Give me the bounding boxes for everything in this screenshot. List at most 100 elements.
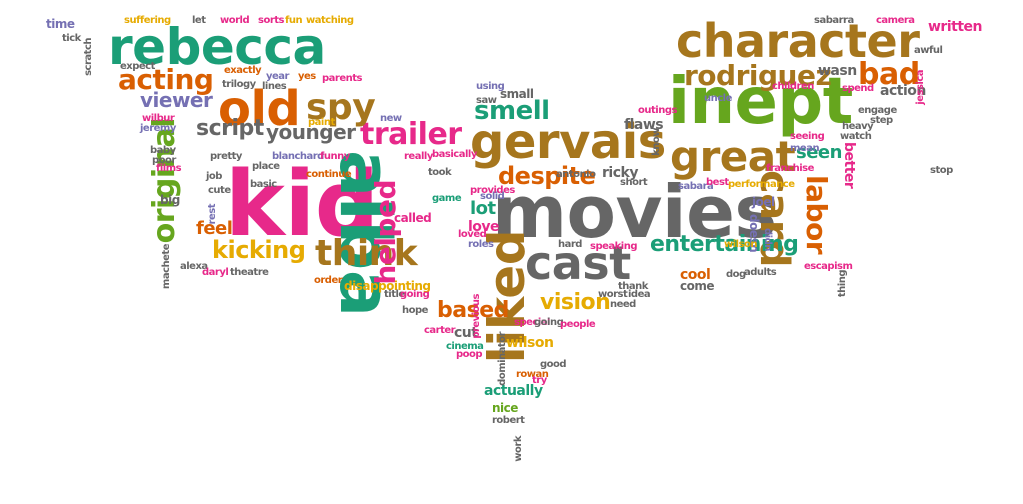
cloud-word: entertaining — [650, 232, 799, 257]
cloud-word: outings — [638, 105, 677, 116]
cloud-word: poor — [152, 155, 176, 166]
cloud-word: exactly — [224, 65, 262, 76]
cloud-word: using — [476, 81, 505, 92]
cloud-word: good — [540, 359, 567, 370]
cloud-word: escapism — [804, 261, 853, 272]
cloud-word: old — [218, 81, 301, 137]
cloud-word: camera — [876, 15, 915, 26]
cloud-word: great — [670, 132, 796, 181]
cloud-word: time — [46, 17, 75, 31]
cloud-word: wasn — [818, 63, 857, 79]
cloud-word: rest — [207, 204, 218, 225]
cloud-word: flaws — [624, 117, 664, 133]
cloud-word: game — [432, 193, 462, 204]
cloud-word: speaking — [590, 241, 638, 252]
cloud-word: wilbur — [142, 113, 175, 124]
cloud-word: step — [870, 115, 893, 126]
cloud-word: written — [928, 19, 982, 35]
cloud-word: actually — [484, 383, 543, 399]
cloud-word: idea — [628, 289, 651, 300]
cloud-word: mean — [790, 143, 820, 154]
cloud-word: think — [315, 233, 418, 274]
cloud-word: antonio — [556, 169, 596, 180]
cloud-word: cute — [208, 185, 231, 196]
cloud-word: poop — [456, 349, 483, 360]
cloud-word: seen — [796, 142, 842, 163]
cloud-word: despite — [498, 162, 596, 190]
cloud-word: bad — [858, 57, 920, 92]
cloud-word: carter — [424, 325, 456, 336]
cloud-word: adults — [744, 267, 777, 278]
cloud-word: loved — [458, 229, 487, 240]
cloud-word: machete — [161, 244, 172, 290]
cloud-word: worst — [598, 289, 628, 300]
cloud-word: lot — [470, 198, 496, 219]
cloud-word: know — [651, 128, 662, 156]
cloud-word: called — [394, 211, 432, 225]
cloud-word: small — [500, 87, 534, 101]
cloud-word: basically — [432, 149, 477, 160]
cloud-word: dog — [726, 269, 746, 280]
cloud-word: jessica — [915, 70, 926, 105]
cloud-word: rodriguez — [684, 59, 832, 92]
cloud-word: paint — [308, 117, 335, 128]
cloud-word: sabarra — [814, 15, 854, 26]
cloud-word: took — [428, 167, 452, 178]
cloud-word: rowan — [516, 369, 549, 380]
cloud-word: scratch — [83, 38, 94, 76]
cloud-word: engage — [858, 105, 897, 116]
cloud-word: cinema — [446, 341, 484, 352]
cloud-word: pretty — [210, 151, 242, 162]
cloud-word: smell — [474, 96, 550, 126]
cloud-word: trailer — [360, 117, 462, 152]
cloud-word: nice — [492, 401, 518, 415]
cloud-word: character — [676, 14, 920, 68]
cloud-word: going — [400, 289, 430, 300]
cloud-word: expect — [120, 61, 155, 72]
cloud-word: dominator — [497, 332, 508, 386]
cloud-word: tick — [62, 33, 81, 44]
cloud-word: rebecca — [108, 18, 326, 76]
cloud-word: thank — [618, 281, 648, 292]
cloud-word: didn — [762, 228, 773, 251]
cloud-word: lines — [262, 81, 287, 92]
cloud-word: based — [437, 298, 509, 323]
cloud-word: blanchard — [272, 151, 324, 162]
cloud-word: title — [384, 289, 405, 300]
cloud-word: baby — [150, 145, 176, 156]
cloud-word: order — [314, 275, 343, 286]
cloud-word: thing — [837, 270, 848, 298]
cloud-word: viewer — [140, 88, 213, 112]
cloud-word: daryl — [202, 267, 229, 278]
cloud-word: job — [206, 171, 222, 182]
cloud-word: basic — [250, 179, 277, 190]
cloud-word: provides — [470, 185, 515, 196]
cloud-word: films — [156, 163, 182, 174]
cloud-word: trilogy — [222, 79, 256, 90]
cloud-word: spy — [306, 87, 376, 128]
cloud-word: alexa — [180, 261, 208, 272]
cloud-word: theatre — [230, 267, 269, 278]
cloud-word: vision — [540, 290, 611, 315]
cloud-word: try — [532, 375, 547, 386]
cloud-word: franchise — [766, 163, 814, 174]
cloud-word: yes — [298, 71, 316, 82]
cloud-word: robert — [492, 415, 525, 426]
cloud-word: jeremy — [140, 123, 176, 134]
cloud-word: gervais — [470, 114, 666, 170]
cloud-word: fun — [285, 15, 303, 26]
cloud-word: cut — [454, 325, 478, 341]
cloud-word: watching — [306, 15, 354, 26]
cloud-word: cool — [680, 267, 711, 283]
cloud-word: short — [620, 177, 648, 188]
cloud-word: labor — [800, 175, 833, 255]
cloud-word: solid — [480, 191, 505, 202]
cloud-word: disappointing — [344, 279, 431, 293]
cloud-word: suffering — [124, 15, 171, 26]
cloud-word: hard — [558, 239, 582, 250]
cloud-word: special — [514, 317, 550, 328]
cloud-word: movies — [492, 170, 777, 254]
cloud-word: younger — [266, 120, 356, 144]
cloud-word: script — [196, 116, 264, 141]
cloud-word: world — [220, 15, 250, 26]
